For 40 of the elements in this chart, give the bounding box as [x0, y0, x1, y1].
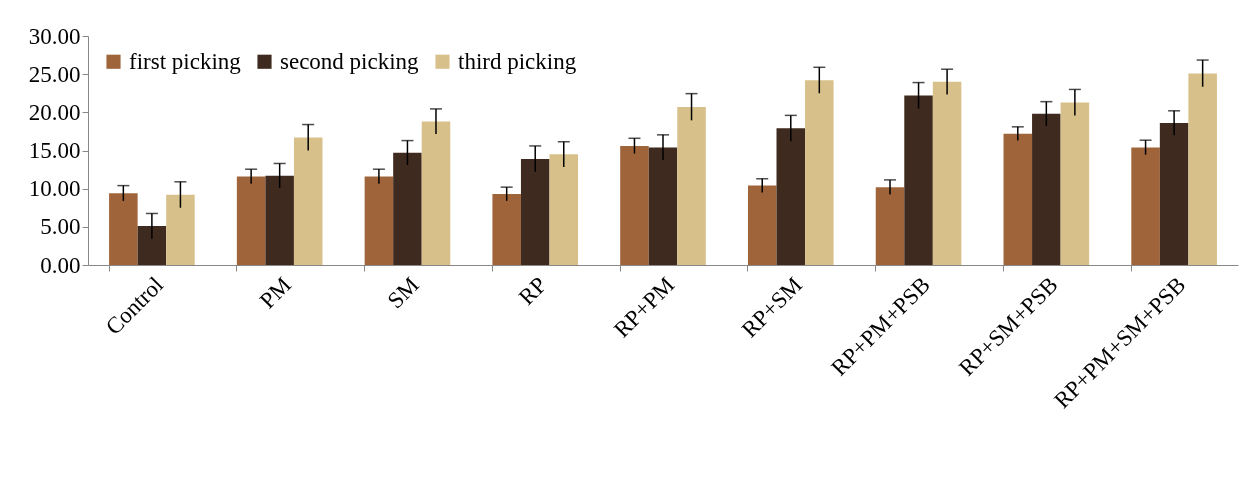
y-tick-label: 0.00: [40, 252, 81, 278]
bar: [236, 176, 266, 265]
y-tick-label: 5.00: [40, 214, 81, 240]
y-tick-label: 25.00: [28, 61, 81, 87]
x-tick-label: SM: [382, 272, 424, 314]
bar: [805, 80, 834, 265]
bar: [265, 175, 294, 265]
x-tick-label: PM: [254, 272, 296, 314]
bar: [293, 137, 323, 265]
bar: [747, 185, 777, 265]
bar: [492, 194, 521, 265]
bar: [875, 187, 905, 265]
legend-label: third picking: [458, 48, 577, 74]
bar: [137, 226, 167, 265]
bar: [677, 106, 706, 265]
y-tick-label: 30.00: [28, 23, 81, 49]
bar: [1188, 73, 1217, 265]
bar: [776, 128, 806, 265]
x-tick-label: RP: [513, 272, 552, 310]
y-tick-label: 10.00: [28, 176, 81, 202]
bar: [393, 152, 422, 265]
bar: [421, 121, 451, 265]
bar: [364, 176, 394, 265]
y-tick-label: 20.00: [28, 99, 81, 125]
bar: [520, 158, 550, 265]
bar: [549, 154, 579, 265]
legend-label: first picking: [129, 48, 242, 74]
y-tick-label: 15.00: [28, 138, 81, 163]
bar: [1032, 113, 1061, 265]
bar: [648, 147, 678, 265]
bar: [1131, 147, 1160, 265]
bar: [109, 193, 138, 265]
bar: [904, 95, 933, 265]
bar: [166, 194, 195, 265]
bar: [932, 81, 962, 265]
bar: [1159, 123, 1189, 265]
bar: [620, 145, 649, 265]
bar: [1060, 102, 1090, 265]
legend-label: second picking: [280, 48, 420, 74]
bar: [1003, 133, 1033, 265]
